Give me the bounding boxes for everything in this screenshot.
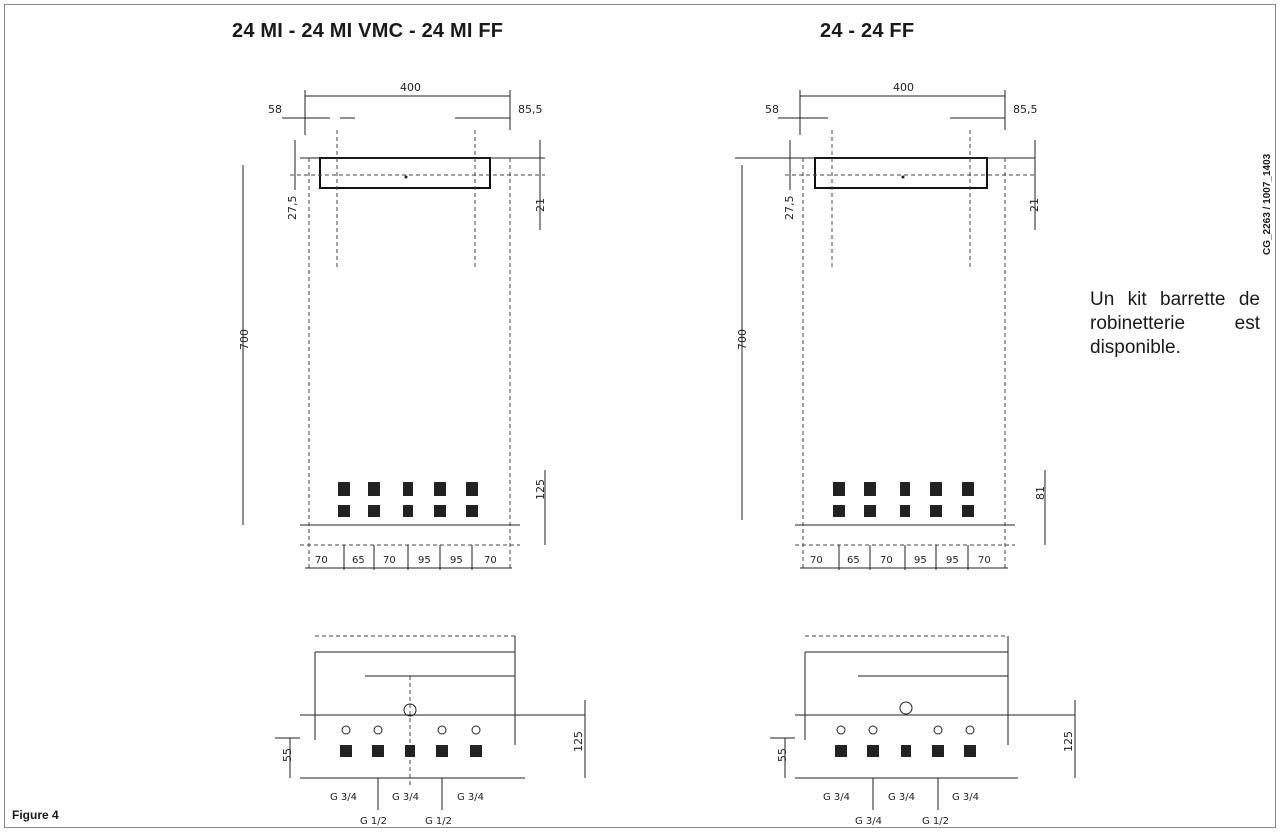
left-top-right-dim: 85,5 bbox=[518, 103, 543, 116]
right-fitting-1: G 3/4 bbox=[823, 792, 850, 803]
left-bottom-view: 55 125 G 3/4 G 3/4 G 3/4 G 1/2 G 1/2 bbox=[275, 635, 586, 827]
left-fitting-5: G 1/2 bbox=[425, 816, 452, 827]
kit-availability-note: Un kit barrette de robinetterie est disp… bbox=[1090, 289, 1260, 358]
right-lower-dim: 81 bbox=[1034, 486, 1047, 500]
left-fitting-4: G 1/2 bbox=[360, 816, 387, 827]
right-height-dim: 700 bbox=[736, 329, 749, 350]
right-bottom-dim-1: 70 bbox=[810, 555, 823, 566]
left-drawing-title: 24 MI - 24 MI VMC - 24 MI FF bbox=[232, 20, 504, 42]
right-fitting-3: G 3/4 bbox=[952, 792, 979, 803]
right-lower-side-dim-a: 55 bbox=[776, 748, 789, 762]
left-lower-dim: 125 bbox=[534, 479, 547, 500]
left-side-dim-a: 27,5 bbox=[286, 196, 299, 221]
right-fitting-5: G 1/2 bbox=[922, 816, 949, 827]
left-fitting-1: G 3/4 bbox=[330, 792, 357, 803]
left-bottom-dim-1: 70 bbox=[315, 555, 328, 566]
left-fitting-3: G 3/4 bbox=[457, 792, 484, 803]
left-top-width-dim: 400 bbox=[400, 81, 421, 94]
left-top-offset-dim: 58 bbox=[268, 103, 282, 116]
left-bottom-dim-2: 65 bbox=[352, 555, 365, 566]
left-bottom-dim-6: 70 bbox=[484, 555, 497, 566]
right-front-view: 400 58 85,5 27,5 21 700 81 bbox=[735, 81, 1047, 570]
figure-label: Figure 4 bbox=[12, 808, 59, 822]
right-top-width-dim: 400 bbox=[893, 81, 914, 94]
right-top-right-dim: 85,5 bbox=[1013, 103, 1038, 116]
left-bottom-dim-3: 70 bbox=[383, 555, 396, 566]
right-bottom-dim-5: 95 bbox=[946, 555, 959, 566]
right-bottom-dim-2: 65 bbox=[847, 555, 860, 566]
left-height-dim: 700 bbox=[238, 329, 251, 350]
right-drawing-title: 24 - 24 FF bbox=[820, 20, 915, 42]
right-bottom-dim-6: 70 bbox=[978, 555, 991, 566]
left-bottom-dim-5: 95 bbox=[450, 555, 463, 566]
right-lower-side-dim-b: 125 bbox=[1062, 731, 1075, 752]
left-bottom-dim-4: 95 bbox=[418, 555, 431, 566]
left-lower-side-dim-a: 55 bbox=[281, 748, 294, 762]
right-fitting-2: G 3/4 bbox=[888, 792, 915, 803]
right-bottom-dim-3: 70 bbox=[880, 555, 893, 566]
left-fitting-2: G 3/4 bbox=[392, 792, 419, 803]
right-top-offset-dim: 58 bbox=[765, 103, 779, 116]
right-bottom-view: 55 125 G 3/4 G 3/4 G 3/4 G 3/4 G 1/2 bbox=[770, 635, 1076, 827]
right-fitting-4: G 3/4 bbox=[855, 816, 882, 827]
right-bottom-dim-4: 95 bbox=[914, 555, 927, 566]
left-lower-side-dim-b: 125 bbox=[572, 731, 585, 752]
right-side-dim-a: 27,5 bbox=[783, 196, 796, 221]
left-front-view: 400 58 85,5 27,5 21 700 125 bbox=[238, 81, 547, 570]
figure-frame bbox=[4, 4, 1276, 828]
